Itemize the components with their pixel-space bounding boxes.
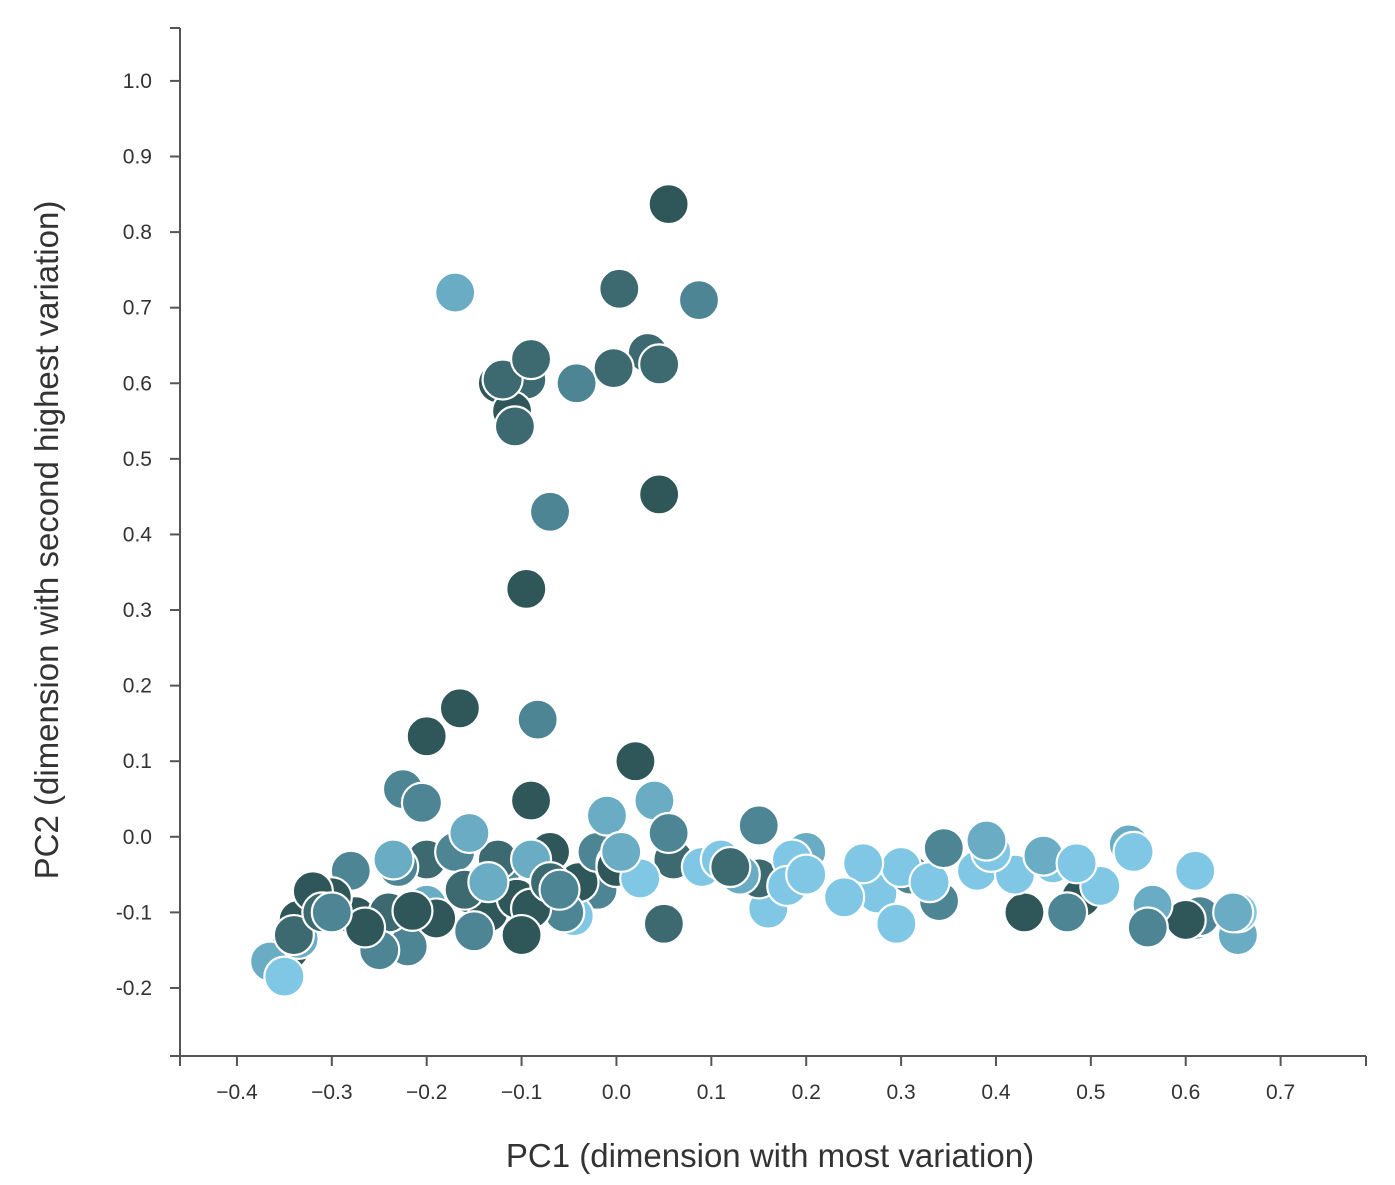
x-tick-label: 0.6 bbox=[1171, 1081, 1200, 1104]
scatter-point bbox=[614, 740, 657, 783]
scatter-point bbox=[922, 827, 965, 870]
y-tick-label: -0.2 bbox=[116, 977, 152, 1000]
x-ticks: −0.4 −0.3 −0.2 −0.1 0.0 0.1 0.2 0.3 0.4 0.5 0.6 0.7 bbox=[216, 1056, 1295, 1104]
y-tick-label: 0.3 bbox=[123, 599, 152, 622]
scatter-point bbox=[842, 842, 885, 885]
x-tick-label: 0.1 bbox=[697, 1081, 726, 1104]
scatter-point bbox=[467, 861, 510, 904]
x-tick-label: −0.1 bbox=[501, 1081, 542, 1104]
y-axis-title: PC2 (dimension with second highest varia… bbox=[28, 201, 65, 880]
scatter-point bbox=[453, 910, 496, 953]
scatter-point bbox=[647, 811, 690, 855]
y-tick-label: 0.0 bbox=[123, 826, 152, 849]
scatter-point bbox=[592, 347, 635, 390]
scatter-point bbox=[555, 362, 598, 405]
scatter-point bbox=[1046, 891, 1089, 934]
y-tick-label: 0.6 bbox=[123, 372, 152, 395]
scatter-point bbox=[785, 853, 828, 896]
scatter-point bbox=[1112, 830, 1155, 874]
scatter-point bbox=[1055, 842, 1098, 885]
scatter-point bbox=[516, 698, 559, 741]
scatter-point bbox=[598, 267, 641, 310]
points-layer bbox=[249, 183, 1260, 998]
scatter-point bbox=[585, 794, 629, 837]
y-tick-label: 0.1 bbox=[123, 750, 152, 773]
scatter-point bbox=[448, 811, 491, 855]
scatter-point bbox=[391, 889, 434, 932]
x-tick-label: −0.3 bbox=[311, 1081, 352, 1104]
x-tick-label: −0.4 bbox=[216, 1081, 258, 1104]
scatter-point bbox=[405, 715, 448, 758]
scatter-point bbox=[310, 891, 353, 934]
scatter-point bbox=[647, 183, 690, 226]
y-tick-label: 0.8 bbox=[123, 221, 152, 244]
x-tick-label: 0.7 bbox=[1266, 1081, 1295, 1104]
y-tick-label: -0.1 bbox=[116, 901, 152, 924]
scatter-point bbox=[438, 687, 481, 730]
scatter-point bbox=[737, 804, 780, 847]
scatter-point bbox=[509, 779, 553, 822]
scatter-point bbox=[677, 279, 721, 322]
x-tick-label: 0.3 bbox=[886, 1081, 915, 1104]
scatter-point bbox=[823, 876, 866, 919]
y-tick-label: 0.7 bbox=[123, 297, 152, 320]
y-tick-label: 0.9 bbox=[123, 146, 152, 169]
x-tick-label: 0.5 bbox=[1076, 1081, 1105, 1104]
scatter-point bbox=[600, 830, 643, 874]
x-tick-label: 0.4 bbox=[981, 1081, 1011, 1104]
y-ticks: -0.2 -0.1 0.0 0.1 0.2 0.3 0.4 0.5 0.6 0.7 0.8 0.9 1.… bbox=[116, 70, 180, 1000]
y-tick-label: 0.5 bbox=[123, 448, 152, 471]
scatter-point bbox=[538, 868, 581, 911]
y-tick-label: 0.2 bbox=[123, 675, 152, 698]
axes-layer: −0.4 −0.3 −0.2 −0.1 0.0 0.1 0.2 0.3 0.4 0.5 0.6 0.7… bbox=[116, 27, 1367, 1104]
scatter-point bbox=[509, 337, 553, 381]
scatter-point bbox=[709, 845, 752, 889]
scatter-point bbox=[965, 819, 1008, 862]
scatter-point bbox=[528, 490, 572, 533]
scatter-point bbox=[500, 913, 543, 957]
scatter-point bbox=[272, 913, 315, 957]
y-tick-label: 1.0 bbox=[123, 70, 152, 93]
x-tick-label: 0.2 bbox=[792, 1081, 821, 1104]
scatter-point bbox=[1126, 906, 1169, 949]
scatter-point bbox=[372, 838, 415, 881]
scatter-point bbox=[493, 405, 537, 448]
scatter-point bbox=[263, 955, 306, 998]
x-axis-title: PC1 (dimension with most variation) bbox=[506, 1137, 1034, 1174]
scatter-point bbox=[1212, 891, 1255, 934]
scatter-point bbox=[400, 781, 444, 824]
scatter-point bbox=[1174, 849, 1217, 892]
scatter-point bbox=[875, 902, 918, 945]
scatter-point bbox=[642, 902, 685, 945]
scatter-point bbox=[638, 343, 681, 386]
scatter-point bbox=[1003, 891, 1046, 934]
scatter-point bbox=[638, 473, 681, 516]
y-tick-label: 0.4 bbox=[123, 523, 153, 546]
scatter-point bbox=[481, 358, 524, 401]
x-tick-label: 0.0 bbox=[602, 1081, 631, 1104]
scatter-point bbox=[434, 271, 477, 314]
x-tick-label: −0.2 bbox=[406, 1081, 447, 1104]
scatter-point bbox=[505, 567, 548, 610]
